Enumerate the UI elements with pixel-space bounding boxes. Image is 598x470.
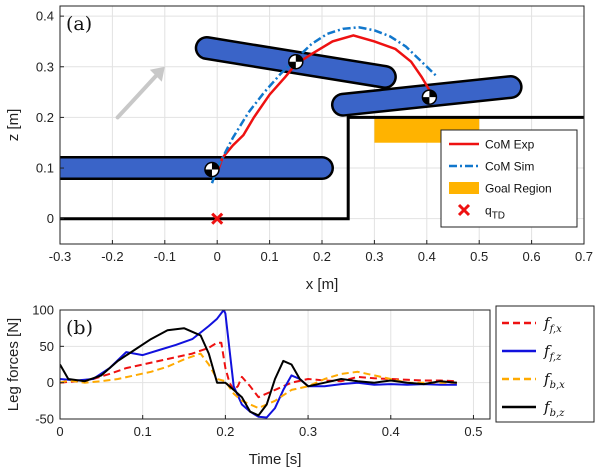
robot-joint-2-quadrant bbox=[295, 54, 303, 62]
panel-b-xtick-label: 0.2 bbox=[216, 424, 234, 439]
panel-a-xtick-label: -0.3 bbox=[49, 249, 71, 264]
series-f-b-z bbox=[60, 327, 457, 417]
panel-b-xtick-label: 0.4 bbox=[382, 424, 400, 439]
panel-b-xtick-label: 0.1 bbox=[134, 424, 152, 439]
panel-b-legend: ff,xff,zfb,xfb,z bbox=[495, 305, 595, 423]
panel-b-ytick-label: 0 bbox=[47, 375, 54, 390]
legend-swatch-q-td bbox=[457, 203, 471, 217]
legend-label-subscript: TD bbox=[492, 211, 505, 222]
panel-a-xtick-label: 0.2 bbox=[313, 249, 331, 264]
legend-label-subscript: b,z bbox=[550, 408, 566, 419]
panel-b-ylabel: Leg forces [N] bbox=[5, 318, 22, 411]
panel-a-xtick-label: -0.2 bbox=[101, 249, 123, 264]
panel-a-ytick-label: 0 bbox=[47, 211, 54, 226]
panel-a-ytick-label: 0.2 bbox=[36, 110, 54, 125]
panel-b-xlabel: Time [s] bbox=[249, 451, 302, 468]
panel-a-xtick-label: 0.3 bbox=[365, 249, 383, 264]
series-f-f-x bbox=[60, 341, 457, 399]
legend-label-subscript: f,x bbox=[549, 324, 563, 335]
panel-a-label: (a) bbox=[66, 13, 92, 35]
panel-b-frame bbox=[59, 309, 491, 420]
panel-a-xtick-label: -0.1 bbox=[154, 249, 176, 264]
robot-joint-1-quadrant bbox=[211, 162, 219, 170]
panel-a-xtick-label: 0.4 bbox=[418, 249, 436, 264]
panel-b-label: (b) bbox=[66, 317, 93, 339]
legend-label-com-exp: CoM Exp bbox=[485, 138, 535, 152]
panel-a-plot-area bbox=[60, 26, 584, 225]
panel-a-ytick-label: 0.4 bbox=[36, 9, 54, 24]
terrain-line bbox=[60, 115, 584, 221]
robot-joint-3-quadrant-2 bbox=[422, 97, 430, 105]
panel-a-xtick-label: 0 bbox=[214, 249, 221, 264]
panel-a-xtick-label: 0.6 bbox=[523, 249, 541, 264]
series-f-f-z bbox=[60, 310, 457, 419]
legend-label-subscript: f,z bbox=[549, 352, 563, 363]
legend-label-com-sim: CoM Sim bbox=[485, 160, 534, 174]
panel-b-xtick-label: 0 bbox=[56, 424, 63, 439]
panel-a-com-trajectory: -0.3 -0.2 -0.1 0 0.1 0.2 0.3 0.4 0.5 0.6 0.7 0 0.1 0.… bbox=[5, 5, 593, 293]
panel-a-ylabel: z [m] bbox=[5, 109, 22, 142]
panel-a-ytick-label: 0.1 bbox=[36, 161, 54, 176]
robot-joint-1-quadrant-2 bbox=[204, 169, 212, 177]
panel-a-xtick-label: 0.5 bbox=[470, 249, 488, 264]
panel-a-xtick-label: 0.7 bbox=[575, 249, 593, 264]
panel-a-xtick-label: 0.1 bbox=[261, 249, 279, 264]
motion-direction-arrow-head bbox=[149, 66, 165, 82]
robot-joint-2-quadrant-2 bbox=[288, 61, 296, 69]
series-com-exp bbox=[216, 34, 434, 174]
motion-direction-arrow-shaft bbox=[115, 69, 162, 120]
legend-label-goal-region: Goal Region bbox=[485, 182, 552, 196]
panel-a-ytick-label: 0.3 bbox=[36, 59, 54, 74]
panel-a-xlabel: x [m] bbox=[306, 276, 339, 293]
panel-b-ytick-label: 50 bbox=[40, 339, 54, 354]
panel-b-plot-area bbox=[60, 310, 457, 419]
robot-joint-3-quadrant bbox=[429, 90, 437, 98]
q-td-marker bbox=[211, 212, 224, 225]
panel-b-ytick-label: 100 bbox=[32, 303, 54, 318]
panel-b-xtick-label: 0.5 bbox=[464, 424, 482, 439]
series-com-sim bbox=[210, 26, 439, 184]
panel-b-legend-box bbox=[495, 305, 595, 423]
series-f-b-x bbox=[60, 352, 457, 410]
legend-swatch-goal-region bbox=[449, 182, 479, 194]
panel-b-ytick-label: -50 bbox=[35, 412, 54, 427]
panel-b-xtick-label: 0.3 bbox=[299, 424, 317, 439]
legend-label-subscript: b,x bbox=[550, 380, 566, 391]
